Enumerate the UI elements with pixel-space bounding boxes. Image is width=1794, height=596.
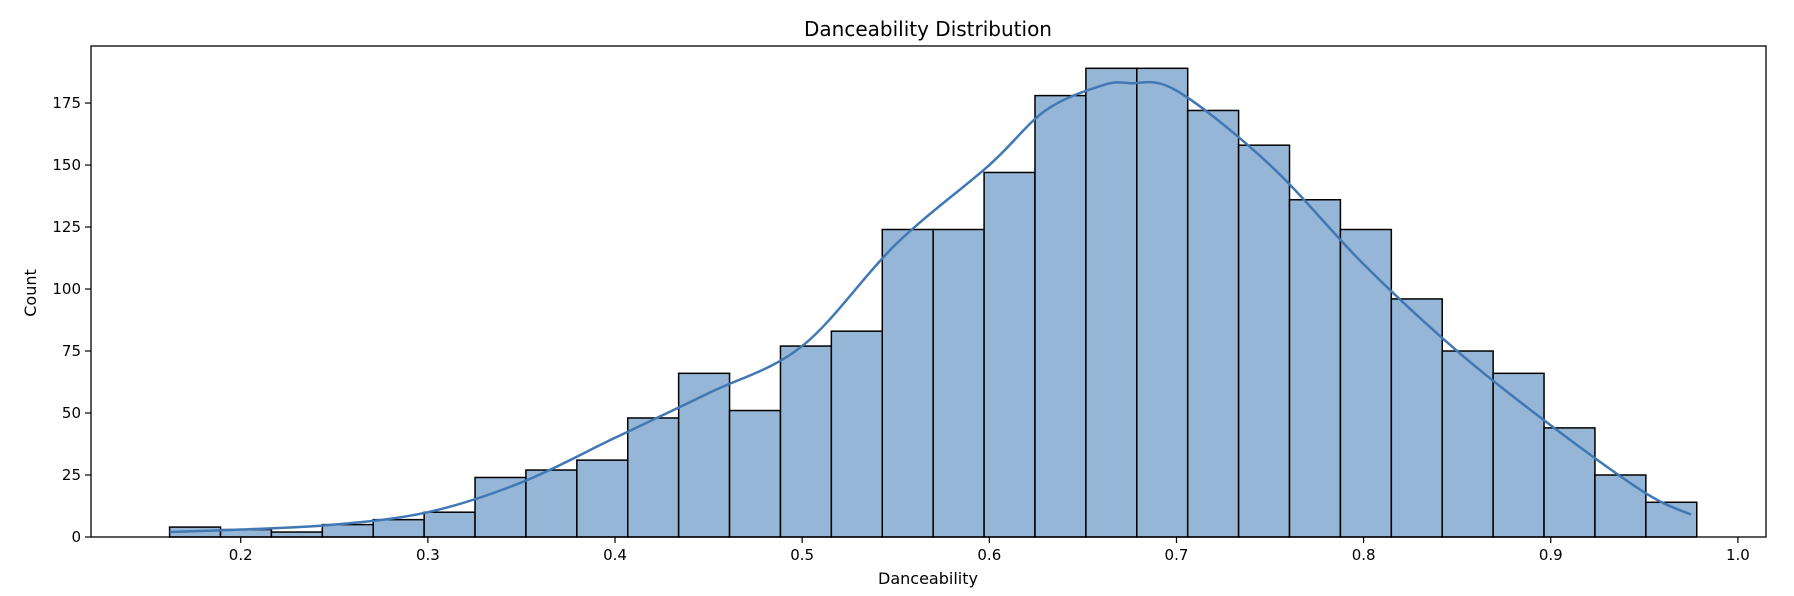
histogram-bar <box>1136 67 1189 538</box>
y-tick-label: 0 <box>71 528 81 546</box>
x-tick-label: 1.0 <box>1726 546 1750 564</box>
histogram-bar <box>1645 501 1698 538</box>
histogram-bar <box>728 409 782 538</box>
histogram-bar <box>1441 350 1494 538</box>
y-tick-label: 175 <box>52 94 81 112</box>
x-axis-ticks: 0.2 0.3 0.4 0.5 0.6 0.7 0.8 0.9 1.0 <box>229 537 1750 564</box>
x-axis-label: Danceability <box>878 569 978 588</box>
y-tick-label: 150 <box>52 156 81 174</box>
x-tick-label: 0.3 <box>416 546 440 564</box>
x-tick-label: 0.2 <box>229 546 253 564</box>
histogram-bar <box>1339 228 1393 538</box>
y-tick-label: 75 <box>62 342 81 360</box>
histogram-bar <box>830 330 884 538</box>
x-tick-label: 0.7 <box>1165 546 1189 564</box>
x-tick-label: 0.9 <box>1539 546 1563 564</box>
histogram-bar <box>1492 372 1545 538</box>
histogram-bar <box>1288 198 1342 538</box>
y-tick-label: 50 <box>62 404 81 422</box>
histogram-bar <box>270 531 324 538</box>
histogram-bar <box>932 228 985 538</box>
x-tick-label: 0.5 <box>790 546 814 564</box>
histogram-bar <box>881 228 934 538</box>
histogram-bar <box>321 523 374 538</box>
histogram-bar <box>1034 94 1087 538</box>
histogram-bar <box>1085 67 1138 538</box>
histogram-bar <box>576 459 629 538</box>
histogram-bar <box>677 372 731 538</box>
y-tick-label: 100 <box>52 280 81 298</box>
histogram-bar <box>423 511 476 538</box>
chart-title: Danceability Distribution <box>804 17 1052 41</box>
bars <box>168 67 1698 538</box>
x-tick-label: 0.6 <box>977 546 1001 564</box>
histogram-bar <box>1543 427 1596 538</box>
y-tick-label: 125 <box>52 218 81 236</box>
x-tick-label: 0.8 <box>1352 546 1376 564</box>
y-tick-label: 25 <box>62 466 81 484</box>
histogram-bar <box>779 345 833 538</box>
histogram-bar <box>1594 474 1647 538</box>
y-axis-label: Count <box>21 269 40 317</box>
histogram-bar <box>372 518 425 538</box>
histogram-bar <box>1237 144 1291 538</box>
histogram-bar <box>474 476 527 538</box>
y-axis-ticks: 0 25 50 75 100 125 150 175 <box>52 94 91 546</box>
histogram-bar <box>1186 109 1240 538</box>
kde-curve <box>169 80 1692 534</box>
histogram-bar <box>525 469 578 538</box>
x-tick-label: 0.4 <box>603 546 627 564</box>
histogram-bar <box>983 171 1036 538</box>
histogram-bar <box>1390 298 1443 538</box>
histogram-bar <box>626 417 680 538</box>
plot-frame <box>90 45 1767 538</box>
